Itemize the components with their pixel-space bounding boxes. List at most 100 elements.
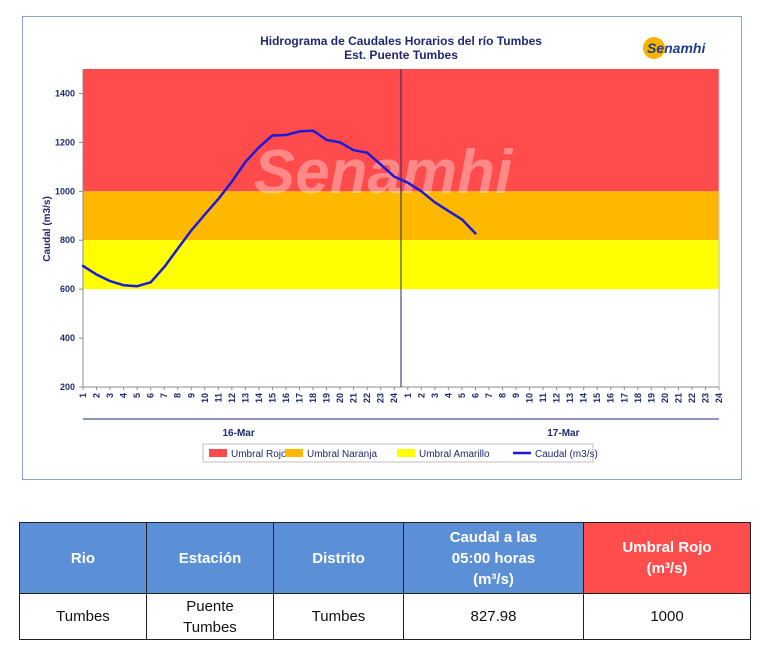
y-tick-label-2: 600 bbox=[60, 284, 75, 294]
x-tick-label-33: 10 bbox=[525, 393, 535, 403]
x-tick-label-25: 2 bbox=[416, 393, 426, 398]
cell-estacion-line1: Puente bbox=[186, 597, 234, 615]
x-tick-label-14: 15 bbox=[267, 393, 277, 403]
x-tick-label-35: 12 bbox=[552, 393, 562, 403]
header-umbral-rojo: Umbral Rojo (m³/s) bbox=[583, 522, 751, 594]
header-caudal-line1: Caudal a las bbox=[449, 528, 538, 546]
x-tick-label-7: 8 bbox=[173, 393, 183, 398]
x-tick-label-44: 21 bbox=[673, 393, 683, 403]
chart-legend: Umbral Rojo Umbral Naranja Umbral Amarillo… bbox=[202, 443, 598, 463]
x-tick-label-4: 5 bbox=[132, 393, 142, 398]
chart-frame: Hidrograma de Caudales Horarios del río … bbox=[22, 16, 742, 480]
legend-swatch-2 bbox=[397, 449, 415, 457]
cell-estacion-line2: Tumbes bbox=[183, 618, 237, 636]
header-umbral-line1: Umbral Rojo bbox=[622, 539, 712, 556]
x-tick-label-43: 20 bbox=[660, 393, 670, 403]
x-tick-label-15: 16 bbox=[281, 393, 291, 403]
header-estacion: Estación bbox=[146, 522, 274, 594]
x-tick-label-21: 22 bbox=[362, 393, 372, 403]
senamhi-logo: Senamhi bbox=[643, 37, 706, 59]
x-tick-label-13: 14 bbox=[254, 393, 264, 403]
table-header-row: Rio Estación Distrito Caudal a las 05:00… bbox=[19, 522, 751, 594]
cell-umbral: 1000 bbox=[583, 593, 751, 640]
header-caudal-line3: (m³/s) bbox=[473, 570, 514, 588]
sun-icon bbox=[643, 37, 665, 59]
x-tick-label-39: 16 bbox=[606, 393, 616, 403]
x-tick-label-37: 14 bbox=[579, 393, 589, 403]
header-caudal-line2: 05:00 horas bbox=[451, 549, 536, 567]
y-axis-label: Caudal (m3/s) bbox=[42, 196, 53, 262]
x-tick-label-5: 6 bbox=[146, 393, 156, 398]
x-tick-label-19: 20 bbox=[335, 393, 345, 403]
table-row: Tumbes Puente Tumbes Tumbes 827.98 1000 bbox=[19, 593, 751, 640]
legend-label-3: Caudal (m3/s) bbox=[535, 449, 598, 460]
x-tick-label-24: 1 bbox=[403, 393, 413, 398]
chart-subtitle: Est. Puente Tumbes bbox=[344, 48, 458, 62]
cell-distrito: Tumbes bbox=[273, 593, 404, 640]
chart-title: Hidrograma de Caudales Horarios del río … bbox=[260, 34, 542, 48]
x-tick-label-3: 4 bbox=[119, 393, 129, 398]
flow-summary-table: Rio Estación Distrito Caudal a las 05:00… bbox=[19, 522, 751, 640]
x-tick-label-0: 1 bbox=[78, 393, 88, 398]
x-tick-label-28: 5 bbox=[457, 393, 467, 398]
hydrograph-chart: Hidrograma de Caudales Horarios del río … bbox=[42, 34, 724, 463]
x-tick-label-1: 2 bbox=[92, 393, 102, 398]
legend-swatch-0 bbox=[209, 449, 227, 457]
x-tick-label-42: 19 bbox=[646, 393, 656, 403]
x-tick-label-31: 8 bbox=[497, 393, 507, 398]
logo-text: Senamhi bbox=[647, 40, 706, 56]
legend-swatch-1 bbox=[285, 449, 303, 457]
y-tick-label-3: 800 bbox=[60, 235, 75, 245]
x-tick-label-22: 23 bbox=[376, 393, 386, 403]
y-axis-ticks: 200 400 600 800 1000 1200 1400 bbox=[55, 88, 83, 392]
day-label-1: 17-Mar bbox=[547, 428, 579, 439]
y-tick-label-1: 400 bbox=[60, 333, 75, 343]
cell-estacion: Puente Tumbes bbox=[146, 593, 274, 640]
x-tick-label-9: 10 bbox=[200, 393, 210, 403]
x-tick-label-18: 19 bbox=[322, 393, 332, 403]
x-tick-label-16: 17 bbox=[295, 393, 305, 403]
watermark-text: Senamhi bbox=[254, 138, 514, 207]
x-tick-label-36: 13 bbox=[565, 393, 575, 403]
x-tick-label-17: 18 bbox=[308, 393, 318, 403]
x-tick-label-30: 7 bbox=[484, 393, 494, 398]
x-tick-label-6: 7 bbox=[159, 393, 169, 398]
legend-label-1: Umbral Naranja bbox=[307, 449, 377, 460]
series-line-0 bbox=[81, 129, 477, 288]
legend-label-2: Umbral Amarillo bbox=[419, 449, 490, 460]
x-tick-label-27: 4 bbox=[443, 393, 453, 398]
chart-axes bbox=[82, 69, 720, 420]
x-tick-label-46: 23 bbox=[700, 393, 710, 403]
x-tick-label-26: 3 bbox=[430, 393, 440, 398]
header-rio: Rio bbox=[19, 522, 147, 594]
day-labels: 16-Mar 17-Mar bbox=[222, 428, 579, 439]
x-tick-label-11: 12 bbox=[227, 393, 237, 403]
cell-rio: Tumbes bbox=[19, 593, 147, 640]
cell-caudal: 827.98 bbox=[403, 593, 584, 640]
x-tick-label-2: 3 bbox=[105, 393, 115, 398]
header-caudal: Caudal a las 05:00 horas (m³/s) bbox=[403, 522, 584, 594]
y-tick-label-4: 1000 bbox=[55, 186, 75, 196]
x-tick-label-23: 24 bbox=[389, 393, 399, 403]
x-tick-label-8: 9 bbox=[186, 393, 196, 398]
x-tick-label-41: 18 bbox=[633, 393, 643, 403]
x-tick-label-47: 24 bbox=[714, 393, 724, 403]
x-tick-label-32: 9 bbox=[511, 393, 521, 398]
series-layer bbox=[81, 129, 477, 288]
header-distrito: Distrito bbox=[273, 522, 404, 594]
header-umbral-line2: (m³/s) bbox=[646, 560, 688, 577]
y-tick-label-0: 200 bbox=[60, 382, 75, 392]
y-tick-label-6: 1400 bbox=[55, 88, 75, 98]
x-tick-label-10: 11 bbox=[213, 393, 223, 403]
day-label-0: 16-Mar bbox=[222, 428, 254, 439]
x-tick-label-40: 17 bbox=[619, 393, 629, 403]
y-tick-label-5: 1200 bbox=[55, 137, 75, 147]
x-tick-label-20: 21 bbox=[349, 393, 359, 403]
x-tick-label-34: 11 bbox=[538, 393, 548, 403]
x-axis-ticks: 1 2 3 4 5 6 7 8 9 10 11 12 13 14 15 16 17 18 19 20 21 22 23 24 1… bbox=[78, 387, 724, 403]
legend-label-0: Umbral Rojo bbox=[231, 449, 287, 460]
x-tick-label-12: 13 bbox=[240, 393, 250, 403]
x-tick-label-45: 22 bbox=[687, 393, 697, 403]
x-tick-label-29: 6 bbox=[470, 393, 480, 398]
x-tick-label-38: 15 bbox=[592, 393, 602, 403]
